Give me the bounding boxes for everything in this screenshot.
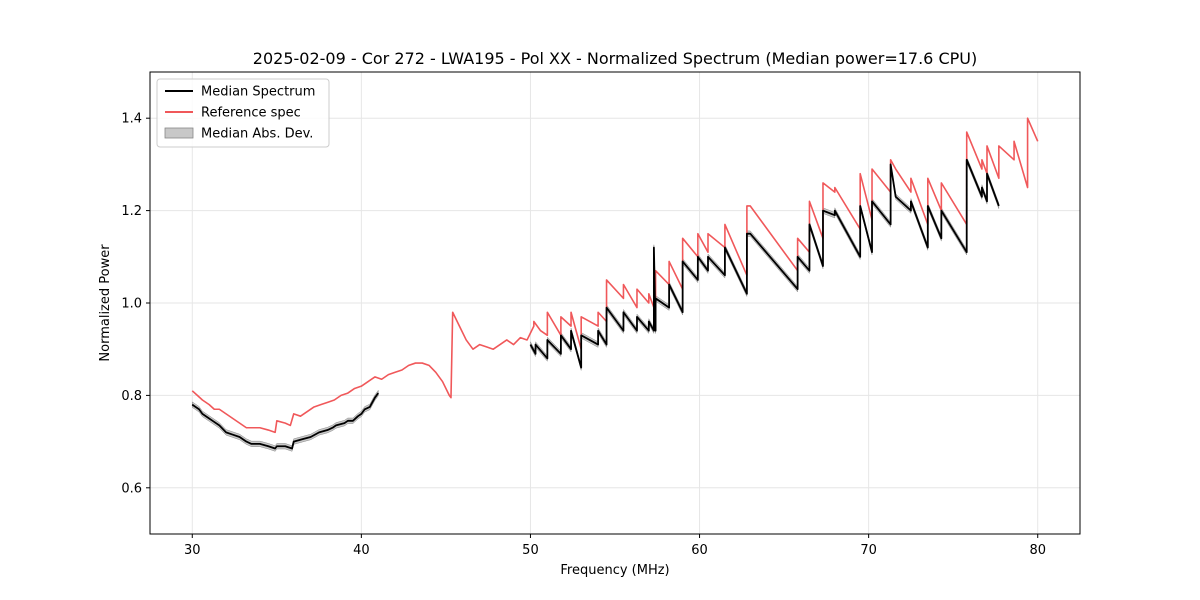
x-tick-label: 40 (353, 543, 370, 558)
series-group (191, 117, 1039, 450)
legend-label: Median Abs. Dev. (201, 127, 313, 142)
x-tick-label: 50 (522, 543, 539, 558)
x-axis-label: Frequency (MHz) (560, 563, 669, 578)
y-tick-label: 0.6 (121, 481, 142, 496)
grid (150, 72, 1080, 534)
median-spectrum-line (529, 158, 1000, 369)
x-tick-label: 60 (691, 543, 708, 558)
median-spectrum-line (191, 392, 379, 450)
y-tick-label: 1.2 (121, 204, 142, 219)
mad-band-area (530, 156, 1000, 371)
x-tick-label: 80 (1029, 543, 1046, 558)
legend-label: Reference spec (201, 106, 301, 121)
x-tick-label: 30 (184, 543, 201, 558)
y-tick-label: 1.4 (121, 112, 142, 127)
y-axis: 0.6 0.8 1.0 1.2 1.4 (121, 112, 150, 496)
x-axis: 30 40 50 60 70 80 (184, 534, 1046, 558)
legend-box (156, 78, 330, 148)
legend-label: Median Spectrum (201, 85, 315, 100)
chart-title: 2025-02-09 - Cor 272 - LWA195 - Pol XX -… (253, 49, 977, 68)
legend-swatch-patch (164, 127, 194, 139)
y-tick-label: 0.8 (121, 389, 142, 404)
x-tick-label: 70 (860, 543, 877, 558)
y-axis-label: Normalized Power (98, 244, 113, 362)
y-tick-label: 1.0 (121, 297, 142, 312)
legend: Median Spectrum Reference spec Median Abs.… (156, 78, 330, 148)
